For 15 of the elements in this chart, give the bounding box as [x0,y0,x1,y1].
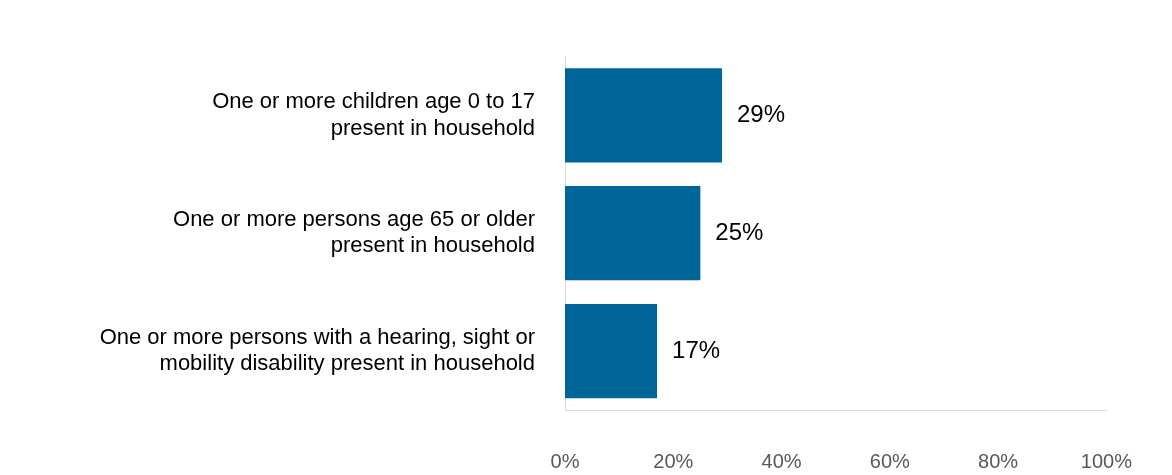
x-tick-label: 100% [1080,449,1133,472]
x-tick-label: 40% [761,449,802,472]
y-tick-label: One or more persons age 65 or older present in household [173,206,535,258]
bar [565,303,658,399]
bar [565,68,723,163]
data-label: 25% [715,217,764,245]
data-label: 17% [672,335,721,363]
data-label: 29% [737,99,786,127]
x-tick-label: 60% [869,449,911,472]
bar [565,186,701,281]
x-tick-label: 0% [550,449,580,472]
y-tick-label: One or more children age 0 to 17 present in household [212,88,535,140]
x-tick-label: 20% [653,449,694,472]
y-tick-label: One or more persons with a hearing, sight or mobility disability present in household [99,323,535,376]
x-tick-label: 80% [978,449,1019,472]
